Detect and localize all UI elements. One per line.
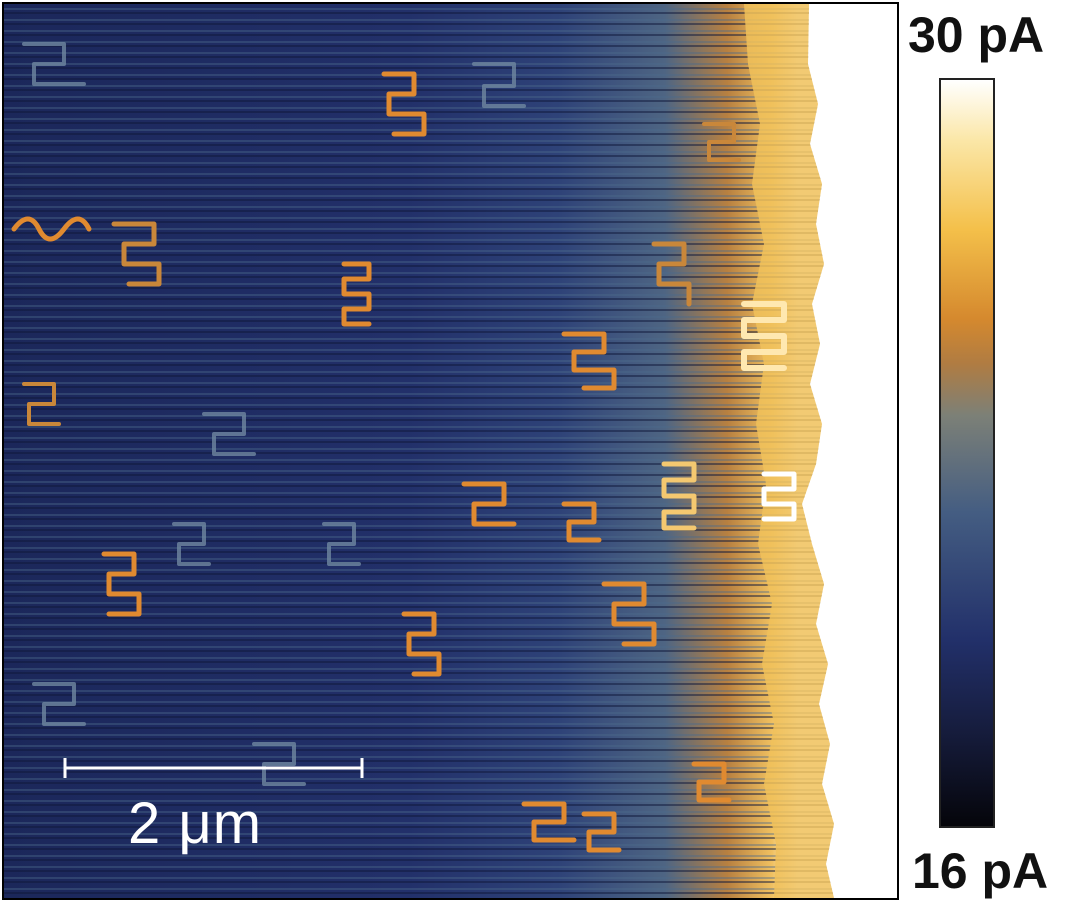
saturated-region <box>802 4 897 898</box>
colorbar <box>939 78 995 828</box>
colorbar-min-label: 16 pA <box>912 843 1049 899</box>
scale-bar-label: 2 μm <box>128 791 263 856</box>
domain-walls <box>11 42 797 853</box>
colorbar-max-label: 30 pA <box>908 7 1045 63</box>
current-map-image <box>2 2 899 900</box>
scale-bar <box>63 758 364 778</box>
